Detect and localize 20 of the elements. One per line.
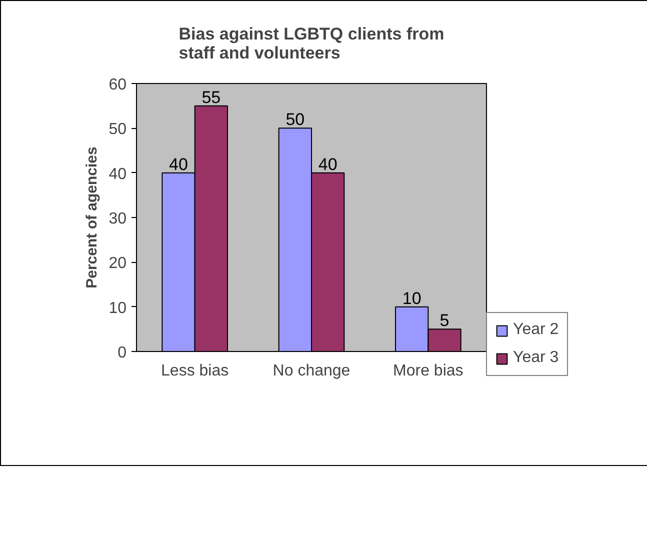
legend-label: Year 2 bbox=[513, 321, 559, 339]
chart-title: Bias against LGBTQ clients from staff and volunteers bbox=[178, 24, 444, 62]
y-tick-label: 60 bbox=[108, 76, 127, 94]
data-label: 50 bbox=[286, 110, 305, 130]
data-label: 10 bbox=[402, 288, 422, 308]
data-label: 40 bbox=[169, 154, 188, 174]
data-label: 40 bbox=[318, 154, 338, 174]
x-tick-label: Less bias bbox=[161, 362, 229, 380]
y-axis-title: Percent of agencies bbox=[84, 146, 101, 288]
y-tick-label: 20 bbox=[108, 255, 127, 272]
x-tick-label: More bias bbox=[393, 362, 464, 380]
y-tick-label: 40 bbox=[108, 166, 127, 183]
data-label: 55 bbox=[202, 88, 221, 107]
x-tick-label: No change bbox=[272, 362, 350, 380]
y-tick-label: 30 bbox=[108, 210, 127, 228]
y-tick-label: 0 bbox=[118, 344, 127, 362]
legend-label: Year 3 bbox=[513, 349, 559, 367]
data-label: 5 bbox=[440, 311, 450, 330]
y-tick-label: 10 bbox=[108, 300, 127, 317]
y-tick-label: 50 bbox=[108, 121, 127, 138]
